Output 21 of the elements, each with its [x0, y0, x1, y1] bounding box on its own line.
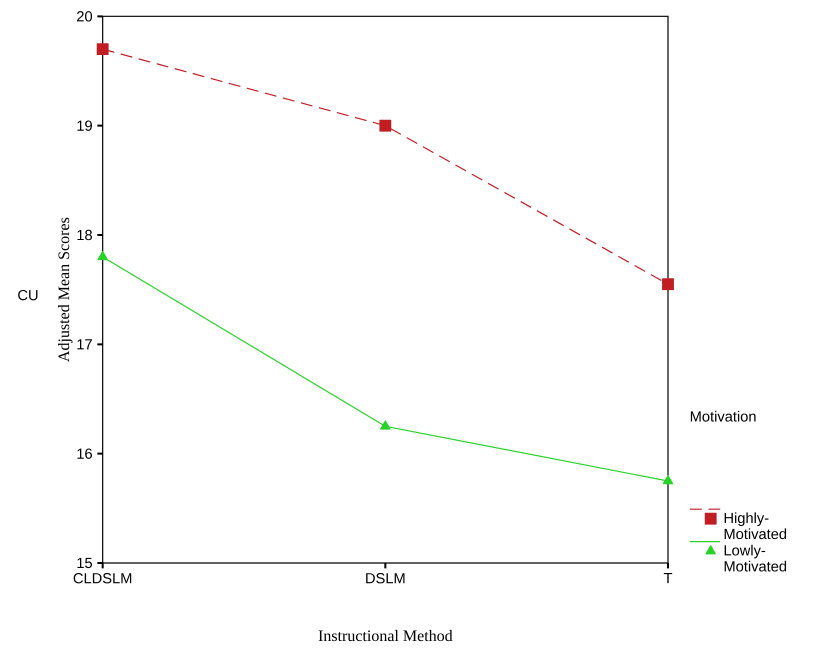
x-tick-label: CLDSLM — [74, 573, 132, 584]
point — [97, 250, 108, 260]
point — [96, 43, 109, 56]
point — [379, 120, 392, 132]
x-axis-title: Instructional Method — [318, 630, 452, 642]
legend-label: Highly-Motivated — [724, 512, 786, 540]
y-tick-label: 15 — [77, 558, 92, 568]
y-tick-label: 19 — [77, 120, 92, 131]
legend-title: Motivation — [690, 410, 756, 422]
y-tick-label: 18 — [77, 230, 92, 240]
point — [380, 420, 391, 430]
y-tick-label: 16 — [77, 448, 92, 459]
y-tick-label: 17 — [77, 339, 92, 350]
x-tick-label: DSLM — [366, 573, 404, 584]
y-tick-label: 20 — [77, 11, 92, 22]
y-axis-title: Adjusted Mean Scores — [58, 218, 72, 362]
point — [662, 475, 674, 484]
point — [662, 278, 674, 290]
text: CU — [18, 290, 38, 300]
legend-label: Lowly-Motivated — [724, 544, 786, 572]
x-tick-label: T — [664, 573, 672, 584]
